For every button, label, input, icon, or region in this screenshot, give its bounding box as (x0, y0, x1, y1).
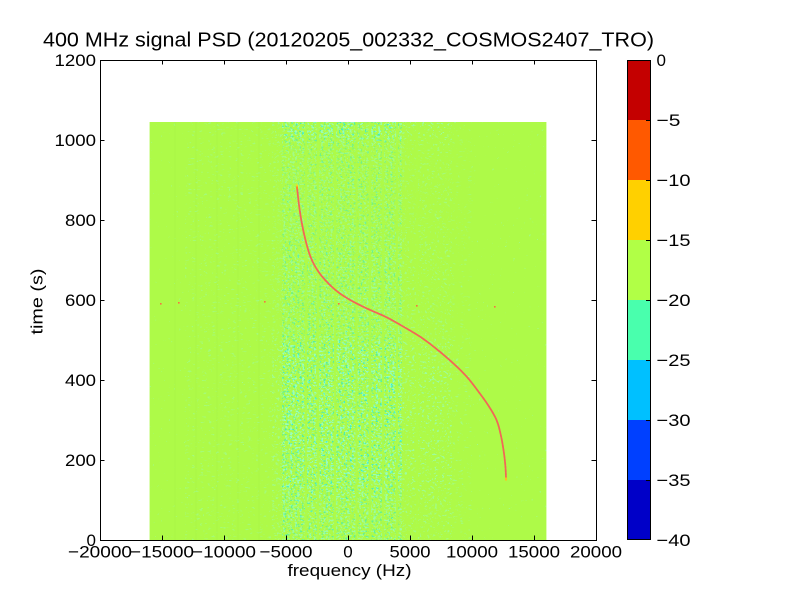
svg-text:0: 0 (343, 543, 352, 562)
svg-text:400: 400 (65, 371, 96, 390)
svg-text:0: 0 (87, 531, 96, 550)
svg-text:600: 600 (65, 291, 96, 310)
svg-text:20000: 20000 (570, 543, 622, 562)
svg-text:−35: −35 (657, 471, 691, 490)
svg-text:−25: −25 (657, 351, 691, 370)
svg-text:−20000: −20000 (68, 543, 132, 562)
svg-text:−10: −10 (657, 171, 691, 190)
svg-text:5000: 5000 (390, 543, 431, 562)
svg-text:10000: 10000 (446, 543, 498, 562)
svg-text:−5000: −5000 (260, 543, 313, 562)
svg-text:0: 0 (657, 51, 666, 70)
svg-text:−20: −20 (657, 291, 691, 310)
svg-text:1000: 1000 (55, 131, 97, 150)
svg-text:time (s): time (s) (28, 269, 47, 335)
svg-text:800: 800 (65, 211, 96, 230)
svg-text:−30: −30 (657, 411, 691, 430)
svg-text:frequency (Hz): frequency (Hz) (288, 561, 412, 580)
svg-text:1200: 1200 (55, 51, 97, 70)
svg-text:−15: −15 (657, 231, 691, 250)
svg-text:200: 200 (65, 451, 96, 470)
svg-text:−15000: −15000 (130, 543, 194, 562)
svg-text:−10000: −10000 (192, 543, 256, 562)
svg-text:−5: −5 (657, 111, 681, 130)
svg-text:−40: −40 (657, 531, 691, 550)
svg-text:400 MHz signal PSD (20120205_0: 400 MHz signal PSD (20120205_002332_COSM… (43, 29, 654, 52)
svg-text:15000: 15000 (508, 543, 560, 562)
